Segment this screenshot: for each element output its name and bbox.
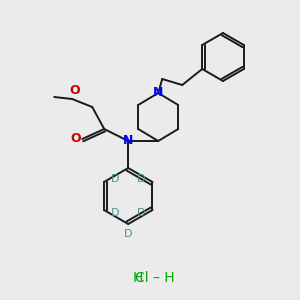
Text: D: D: [111, 174, 119, 184]
Text: N: N: [153, 86, 164, 100]
Text: D: D: [137, 174, 146, 184]
Text: D: D: [137, 208, 146, 218]
Text: D: D: [124, 229, 133, 239]
Text: N: N: [123, 134, 134, 148]
Text: O: O: [69, 85, 80, 98]
Text: H: H: [133, 271, 143, 285]
Text: D: D: [111, 208, 119, 218]
Text: Cl – H: Cl – H: [135, 271, 175, 285]
Text: O: O: [70, 133, 80, 146]
